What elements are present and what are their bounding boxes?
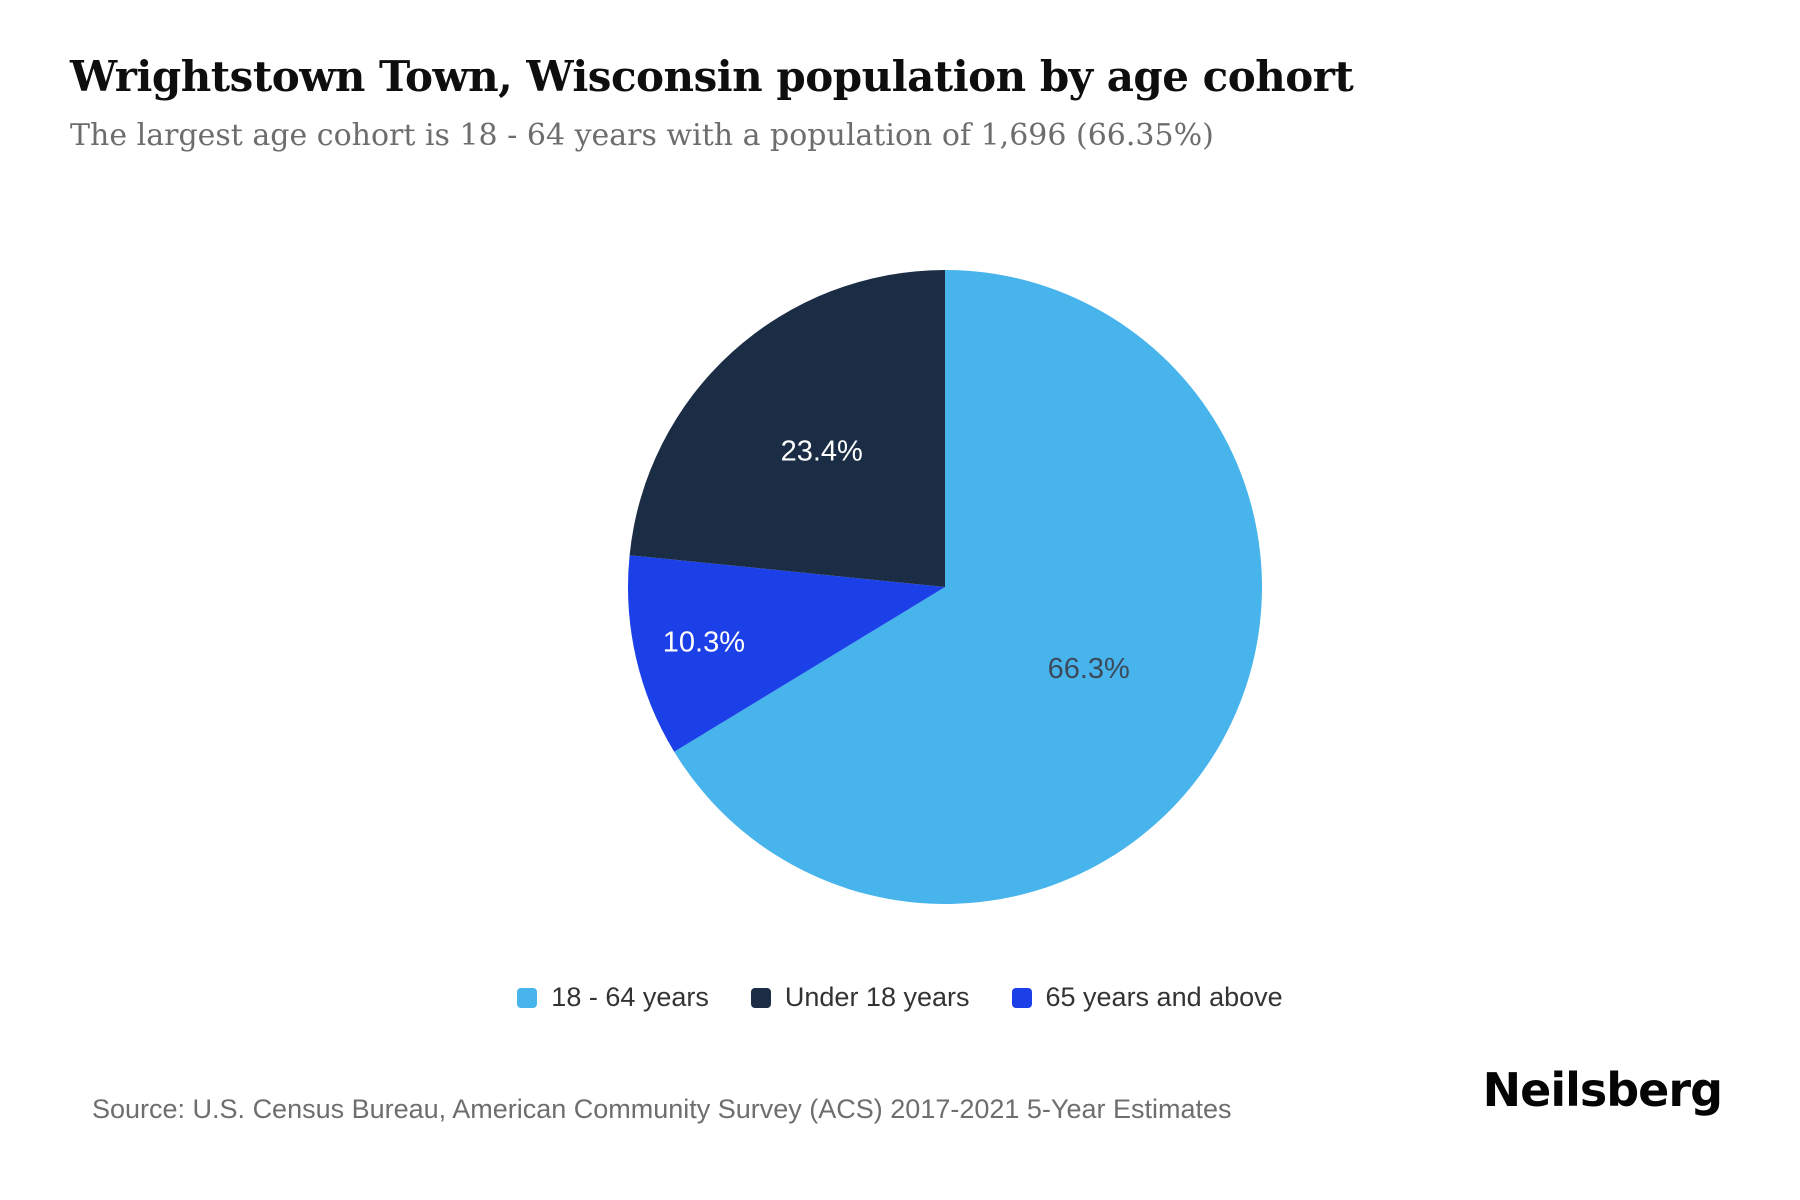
page-title: Wrightstown Town, Wisconsin population b…	[70, 52, 1354, 101]
pie-slice-value-label: 23.4%	[781, 436, 863, 468]
legend-item-under-18-years[interactable]: Under 18 years	[750, 982, 970, 1013]
legend-item-18-64-years[interactable]: 18 - 64 years	[517, 982, 709, 1013]
pie-slice-value-label: 10.3%	[663, 627, 745, 659]
legend-label: Under 18 years	[784, 982, 970, 1012]
pie-slice-18-64-years[interactable]	[674, 270, 1262, 904]
legend-swatch-icon	[517, 987, 538, 1008]
pie-slice-value-label: 66.3%	[1048, 653, 1130, 685]
legend: 18 - 64 years Under 18 years 65 years an…	[0, 982, 1800, 1013]
page-subtitle: The largest age cohort is 18 - 64 years …	[70, 118, 1214, 153]
legend-swatch-icon	[1011, 987, 1032, 1008]
legend-label: 65 years and above	[1045, 982, 1283, 1012]
pie-chart: 66.3% 10.3% 23.4%	[627, 270, 1262, 904]
legend-swatch-icon	[750, 987, 771, 1008]
pie-slice-under-18-years[interactable]	[629, 270, 945, 587]
legend-label: 18 - 64 years	[551, 982, 709, 1012]
pie-slice-65-years-and-above[interactable]	[627, 555, 945, 752]
legend-item-65-years-and-above[interactable]: 65 years and above	[1011, 982, 1283, 1013]
brand-logo: Neilsberg	[1482, 1063, 1723, 1117]
source-attribution: Source: U.S. Census Bureau, American Com…	[92, 1094, 1232, 1124]
